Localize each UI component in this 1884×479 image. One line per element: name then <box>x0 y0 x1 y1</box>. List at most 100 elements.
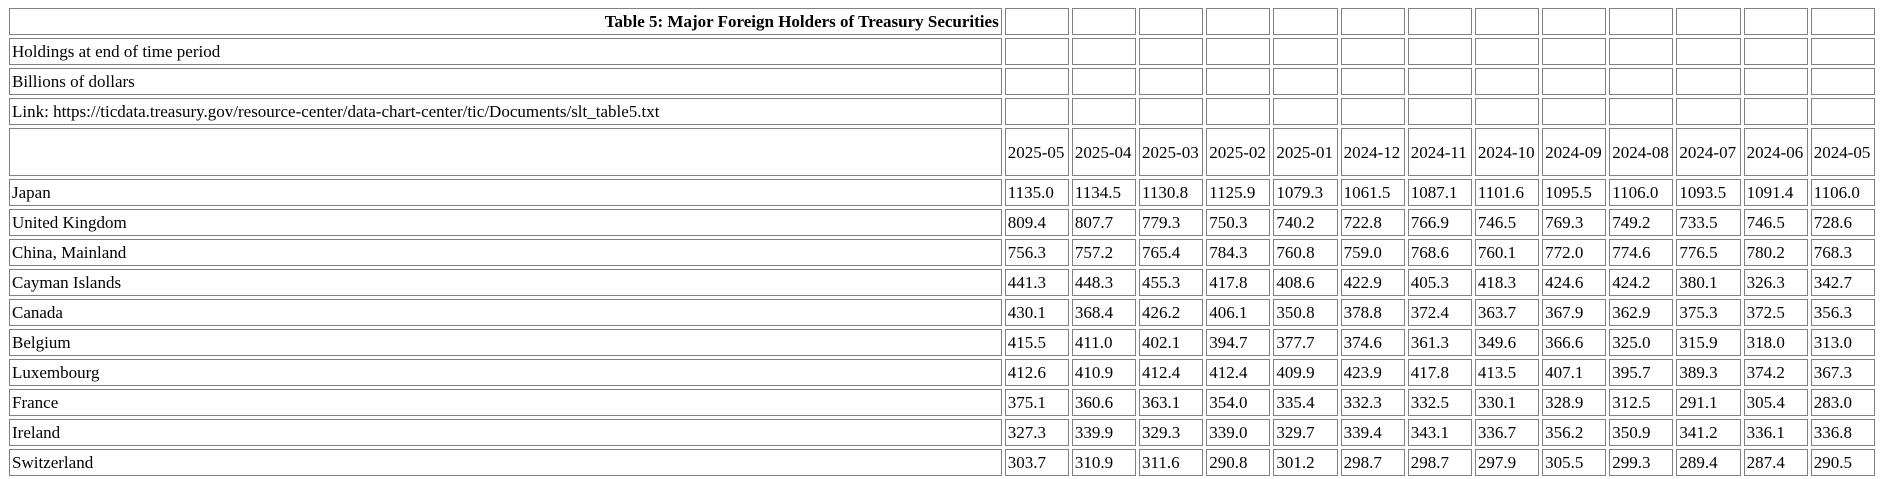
empty-cell <box>1273 8 1338 35</box>
holding-value: 343.1 <box>1407 419 1472 446</box>
holding-value: 1091.4 <box>1743 179 1808 206</box>
country-name: Cayman Islands <box>9 269 1002 296</box>
holding-value: 1101.6 <box>1474 179 1540 206</box>
empty-cell <box>1676 8 1741 35</box>
empty-cell <box>1206 98 1271 125</box>
empty-cell <box>1273 98 1338 125</box>
corner-cell <box>9 128 1002 176</box>
period-header: 2024-09 <box>1542 128 1607 176</box>
holding-value: 418.3 <box>1474 269 1540 296</box>
holding-value: 354.0 <box>1206 389 1271 416</box>
country-name: Ireland <box>9 419 1002 446</box>
holding-value: 756.3 <box>1004 239 1069 266</box>
empty-cell <box>1743 38 1808 65</box>
holding-value: 809.4 <box>1004 209 1069 236</box>
holding-value: 749.2 <box>1609 209 1674 236</box>
holding-value: 422.9 <box>1340 269 1405 296</box>
empty-cell <box>1071 98 1137 125</box>
period-header: 2024-11 <box>1407 128 1472 176</box>
holding-value: 760.8 <box>1273 239 1338 266</box>
country-row: Canada 430.1 368.4 426.2 406.1 350.8 378.8 372.… <box>9 299 1875 326</box>
empty-cell <box>1542 98 1607 125</box>
holding-value: 394.7 <box>1206 329 1271 356</box>
holding-value: 407.1 <box>1542 359 1607 386</box>
empty-cell <box>1139 8 1204 35</box>
unit-label: Billions of dollars <box>9 68 1002 95</box>
empty-cell <box>1206 38 1271 65</box>
holding-value: 426.2 <box>1139 299 1204 326</box>
period-header: 2025-01 <box>1273 128 1338 176</box>
holding-value: 768.3 <box>1810 239 1875 266</box>
link-row: Link: https://ticdata.treasury.gov/resou… <box>9 98 1875 125</box>
empty-cell <box>1743 98 1808 125</box>
holding-value: 402.1 <box>1139 329 1204 356</box>
period-header: 2024-10 <box>1474 128 1540 176</box>
empty-cell <box>1743 8 1808 35</box>
country-row: Ireland 327.3 339.9 329.3 339.0 329.7 339.4 343… <box>9 419 1875 446</box>
empty-cell <box>1273 38 1338 65</box>
empty-cell <box>1676 38 1741 65</box>
period-header: 2025-04 <box>1071 128 1137 176</box>
period-header: 2024-05 <box>1810 128 1875 176</box>
holding-value: 374.6 <box>1340 329 1405 356</box>
empty-cell <box>1340 98 1405 125</box>
holding-value: 375.1 <box>1004 389 1069 416</box>
holding-value: 1061.5 <box>1340 179 1405 206</box>
empty-cell <box>1810 98 1875 125</box>
empty-cell <box>1810 8 1875 35</box>
holding-value: 329.7 <box>1273 419 1338 446</box>
empty-cell <box>1071 68 1137 95</box>
holding-value: 315.9 <box>1676 329 1741 356</box>
empty-cell <box>1407 68 1472 95</box>
empty-cell <box>1542 68 1607 95</box>
holding-value: 412.6 <box>1004 359 1069 386</box>
empty-cell <box>1071 8 1137 35</box>
holding-value: 356.2 <box>1542 419 1607 446</box>
country-row: Japan 1135.0 1134.5 1130.8 1125.9 1079.3 1061.… <box>9 179 1875 206</box>
holding-value: 417.8 <box>1206 269 1271 296</box>
country-name: Luxembourg <box>9 359 1002 386</box>
period-header: 2024-06 <box>1743 128 1808 176</box>
holding-value: 374.2 <box>1743 359 1808 386</box>
holding-value: 774.6 <box>1609 239 1674 266</box>
holding-value: 448.3 <box>1071 269 1137 296</box>
holding-value: 1095.5 <box>1542 179 1607 206</box>
holding-value: 413.5 <box>1474 359 1540 386</box>
empty-cell <box>1273 68 1338 95</box>
empty-cell <box>1340 68 1405 95</box>
holding-value: 415.5 <box>1004 329 1069 356</box>
empty-cell <box>1609 8 1674 35</box>
empty-cell <box>1004 8 1069 35</box>
country-row: Belgium 415.5 411.0 402.1 394.7 377.7 374.6 361… <box>9 329 1875 356</box>
country-row: France 375.1 360.6 363.1 354.0 335.4 332.3 332.… <box>9 389 1875 416</box>
period-header: 2024-08 <box>1609 128 1674 176</box>
holding-value: 350.8 <box>1273 299 1338 326</box>
holding-value: 350.9 <box>1609 419 1674 446</box>
holding-value: 412.4 <box>1206 359 1271 386</box>
holding-value: 349.6 <box>1474 329 1540 356</box>
country-name: Canada <box>9 299 1002 326</box>
holding-value: 776.5 <box>1676 239 1741 266</box>
empty-cell <box>1139 98 1204 125</box>
country-row: Luxembourg 412.6 410.9 412.4 412.4 409.9 423.9… <box>9 359 1875 386</box>
holding-value: 360.6 <box>1071 389 1137 416</box>
holding-value: 341.2 <box>1676 419 1741 446</box>
holding-value: 372.4 <box>1407 299 1472 326</box>
holding-value: 405.3 <box>1407 269 1472 296</box>
holding-value: 1087.1 <box>1407 179 1472 206</box>
holding-value: 740.2 <box>1273 209 1338 236</box>
holding-value: 372.5 <box>1743 299 1808 326</box>
empty-cell <box>1071 38 1137 65</box>
holding-value: 430.1 <box>1004 299 1069 326</box>
empty-cell <box>1206 68 1271 95</box>
holding-value: 408.6 <box>1273 269 1338 296</box>
holding-value: 411.0 <box>1071 329 1137 356</box>
holding-value: 312.5 <box>1609 389 1674 416</box>
holding-value: 412.4 <box>1139 359 1204 386</box>
holding-value: 760.1 <box>1474 239 1540 266</box>
empty-cell <box>1810 38 1875 65</box>
empty-cell <box>1474 38 1540 65</box>
country-name: France <box>9 389 1002 416</box>
holding-value: 329.3 <box>1139 419 1204 446</box>
